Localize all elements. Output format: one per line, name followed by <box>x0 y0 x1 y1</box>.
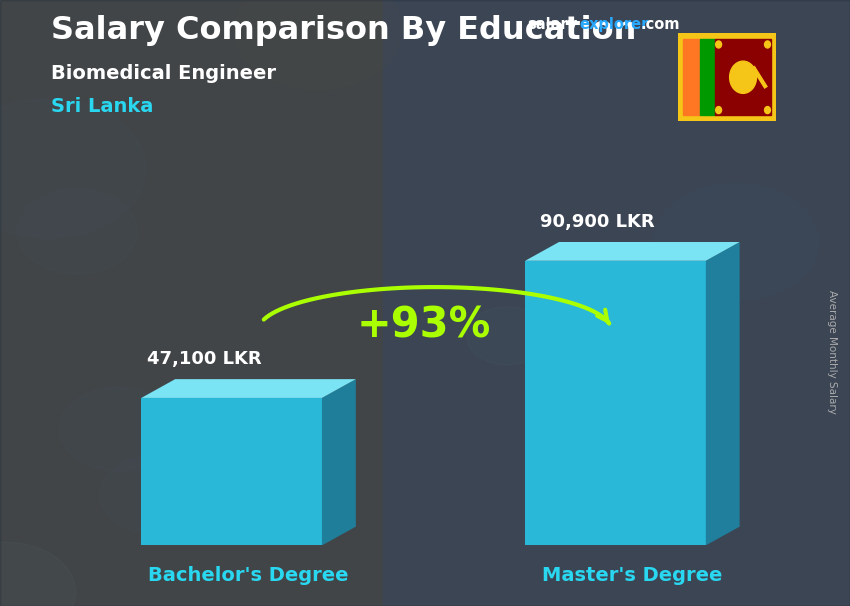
Circle shape <box>99 456 209 534</box>
Bar <box>683 39 700 115</box>
Circle shape <box>716 107 722 113</box>
Circle shape <box>467 307 548 365</box>
Text: Sri Lanka: Sri Lanka <box>51 97 153 116</box>
Text: explorer: explorer <box>580 17 649 32</box>
Polygon shape <box>141 379 356 398</box>
Polygon shape <box>322 379 356 545</box>
Circle shape <box>17 188 137 274</box>
Text: .com: .com <box>641 17 680 32</box>
Circle shape <box>729 61 756 93</box>
Polygon shape <box>706 242 740 545</box>
Text: Average Monthly Salary: Average Monthly Salary <box>827 290 837 413</box>
Bar <box>715 39 771 115</box>
Text: 47,100 LKR: 47,100 LKR <box>147 350 262 368</box>
Circle shape <box>60 387 178 471</box>
Polygon shape <box>525 242 740 261</box>
Circle shape <box>235 0 402 90</box>
Circle shape <box>0 99 145 238</box>
Text: Biomedical Engineer: Biomedical Engineer <box>51 64 276 82</box>
Bar <box>141 398 322 545</box>
Bar <box>525 261 705 545</box>
Circle shape <box>764 41 770 48</box>
Text: 90,900 LKR: 90,900 LKR <box>540 213 654 231</box>
Text: Master's Degree: Master's Degree <box>542 566 722 585</box>
Circle shape <box>0 542 76 606</box>
Circle shape <box>716 41 722 48</box>
Text: Bachelor's Degree: Bachelor's Degree <box>148 566 348 585</box>
Text: +93%: +93% <box>356 304 490 346</box>
Circle shape <box>764 107 770 113</box>
Text: salary: salary <box>527 17 577 32</box>
Text: Salary Comparison By Education: Salary Comparison By Education <box>51 15 637 46</box>
Bar <box>700 39 715 115</box>
Bar <box>382 0 850 606</box>
Circle shape <box>654 183 819 301</box>
Bar <box>0 0 382 606</box>
